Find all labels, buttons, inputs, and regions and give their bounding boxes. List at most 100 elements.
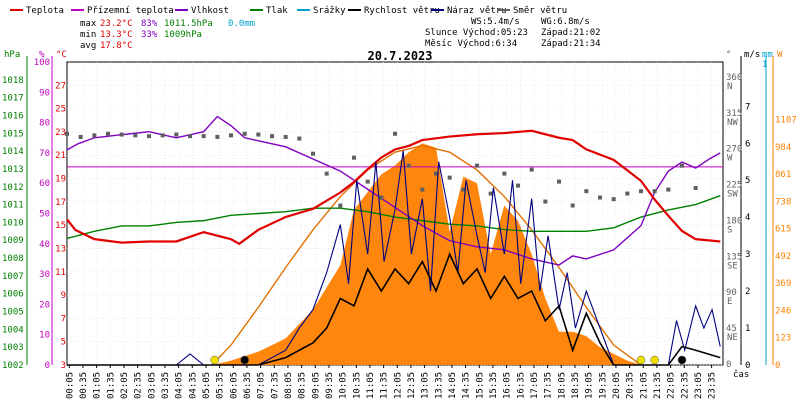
tick-time: 19:05 <box>585 372 595 399</box>
tick-solar: 246 <box>775 306 791 316</box>
tick-solar: 615 <box>775 225 791 235</box>
tick-time: 02:35 <box>134 372 144 399</box>
axis-unit-deg: ° <box>726 50 731 60</box>
tick-direction: 45 <box>726 324 737 334</box>
tick-direction-name: E <box>727 297 732 307</box>
axis-label-time: čas <box>733 369 749 380</box>
tick-temperature: 17 <box>55 198 66 208</box>
tick-direction: 135 <box>726 252 742 262</box>
solar-radiation-area <box>67 143 723 365</box>
wind-direction-point <box>229 133 233 138</box>
stat-min-humidity: 33% <box>141 30 158 40</box>
tick-humidity: 10 <box>39 331 50 341</box>
tick-time: 02:05 <box>120 372 130 399</box>
marker-moonset <box>650 355 659 365</box>
tick-wind: 1 <box>745 324 750 334</box>
tick-direction-name: S <box>727 225 732 235</box>
wind-direction-point <box>639 189 643 194</box>
wind-direction-point <box>324 171 329 176</box>
tick-direction: 270 <box>726 145 742 155</box>
wind-direction-point <box>365 179 370 184</box>
tick-solar: 492 <box>775 252 791 262</box>
tick-humidity: 50 <box>39 210 50 220</box>
tick-humidity: 70 <box>39 149 50 159</box>
wind-direction-point <box>106 131 110 136</box>
tick-humidity: 80 <box>39 119 50 129</box>
tick-time: 05:35 <box>216 372 226 399</box>
wind-direction-point <box>420 187 425 192</box>
tick-solar: 0 <box>775 361 780 371</box>
tick-pressure: 1011 <box>2 201 24 211</box>
tick-time: 18:05 <box>557 372 567 399</box>
wind-direction-point <box>543 199 548 204</box>
tick-temperature: 11 <box>55 268 66 278</box>
tick-time: 16:05 <box>503 372 513 399</box>
tick-time: 14:05 <box>448 372 458 399</box>
tick-temperature: 3 <box>61 361 66 371</box>
tick-pressure: 1012 <box>2 183 24 193</box>
marker-sunset <box>636 355 646 365</box>
tick-time: 11:05 <box>366 372 376 399</box>
tick-time: 12:05 <box>393 372 403 399</box>
tick-temperature: 25 <box>55 105 66 115</box>
tick-pressure: 1009 <box>2 236 24 246</box>
tick-pressure: 1018 <box>2 76 24 86</box>
tick-time: 06:05 <box>229 372 239 399</box>
tick-time: 08:05 <box>284 372 294 399</box>
wind-direction-point <box>693 185 698 190</box>
axis-unit-mm: mm <box>762 50 773 60</box>
tick-time: 16:35 <box>516 372 526 399</box>
tick-solar: 861 <box>775 170 791 180</box>
wind-direction-point <box>201 134 206 139</box>
axis-unit-hpa: hPa <box>4 50 20 60</box>
legend-label: Vlhkost <box>191 6 229 16</box>
tick-time: 13:05 <box>421 372 431 399</box>
wind-direction-point <box>215 134 220 139</box>
tick-wind: 6 <box>745 139 750 149</box>
tick-time: 21:35 <box>653 372 663 399</box>
tick-time: 01:05 <box>93 372 103 399</box>
tick-pressure: 1016 <box>2 111 24 121</box>
tick-time: 04:05 <box>175 372 185 399</box>
tick-time: 15:05 <box>475 372 485 399</box>
wind-direction-point <box>379 195 384 200</box>
wind-direction-point <box>611 197 616 202</box>
stat-sunrise: Slunce Východ:05:23 <box>425 28 528 38</box>
marker-sunrise <box>210 355 219 365</box>
stat-max-label: max <box>80 19 97 29</box>
tick-time: 03:35 <box>161 372 171 399</box>
tick-humidity: 0 <box>45 361 50 371</box>
pressure-line <box>66 195 721 240</box>
wind-direction-point <box>160 133 165 138</box>
tick-direction: 180 <box>726 216 742 226</box>
tick-humidity: 90 <box>39 88 50 98</box>
wind-direction-point <box>570 203 575 208</box>
tick-wind: 0 <box>745 361 750 371</box>
tick-rain: 1 <box>762 60 767 70</box>
stat-max-humidity: 83% <box>141 19 158 29</box>
tick-pressure: 1015 <box>2 129 24 139</box>
tick-pressure: 1008 <box>2 254 24 264</box>
tick-pressure: 1014 <box>2 147 24 157</box>
wind-direction-point <box>338 203 343 208</box>
tick-time: 00:35 <box>79 372 89 399</box>
tick-time: 22:35 <box>680 372 690 399</box>
wind-direction-point <box>461 187 466 192</box>
stat-avg-temp: 17.8°C <box>100 41 133 51</box>
stat-max-rain: 0.0mm <box>228 19 255 29</box>
legend-label: Přízemní teplota <box>87 6 174 16</box>
stat-max-temp: 23.2°C <box>100 19 133 29</box>
tick-direction: 360 <box>726 73 742 83</box>
axis-unit-pct: % <box>39 50 45 60</box>
tick-time: 00:05 <box>65 372 75 399</box>
tick-pressure: 1004 <box>2 325 24 335</box>
stat-max-pressure: 1011.5hPa <box>164 19 213 29</box>
tick-humidity: 30 <box>39 270 50 280</box>
tick-pressure: 1017 <box>2 94 24 104</box>
tick-time: 06:35 <box>243 372 253 399</box>
stat-avg-label: avg <box>80 41 96 51</box>
tick-direction: 0 <box>726 360 731 370</box>
stat-min-temp: 13.3°C <box>100 30 133 40</box>
tick-direction-name: SE <box>727 261 738 271</box>
